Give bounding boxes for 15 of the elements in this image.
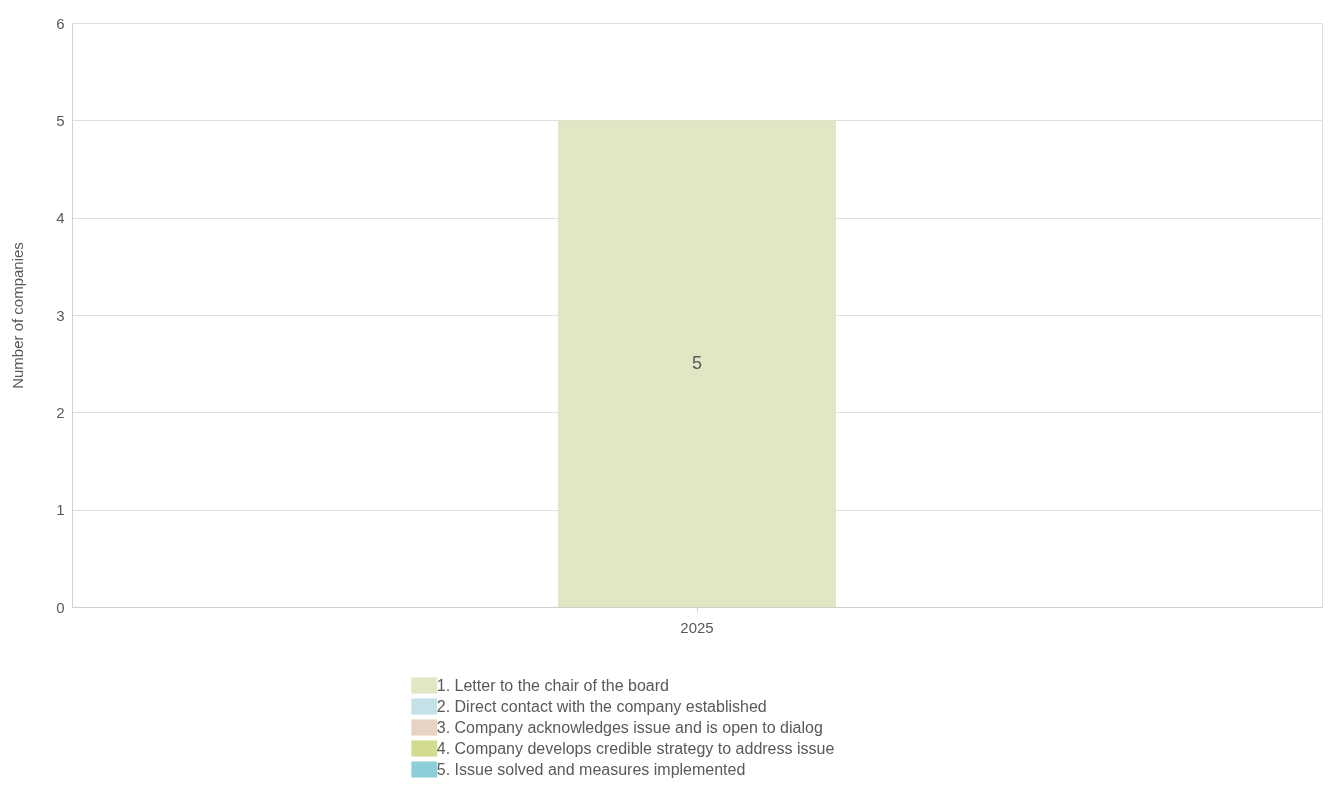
y-tick-label: 0 — [56, 598, 65, 616]
legend-label: 1. Letter to the chair of the board — [436, 676, 669, 694]
x-tick-label: 2025 — [680, 618, 714, 636]
legend-label: 5. Issue solved and measures implemented — [436, 760, 746, 778]
legend-label: 4. Company develops credible strategy to address issue — [436, 739, 835, 757]
y-tick-label: 3 — [56, 306, 65, 324]
legend-label: 2. Direct contact with the company established — [436, 697, 767, 715]
legend-label: 3. Company acknowledges issue and is open to dialog — [436, 718, 823, 736]
data-label: 5 — [691, 352, 703, 373]
y-tick-label: 6 — [56, 14, 65, 32]
y-axis-title: Number of companies — [9, 242, 27, 389]
y-tick-label: 2 — [56, 403, 65, 421]
y-tick-label: 5 — [56, 111, 65, 129]
y-tick-label: 4 — [56, 209, 65, 227]
y-tick-label: 1 — [56, 501, 65, 519]
